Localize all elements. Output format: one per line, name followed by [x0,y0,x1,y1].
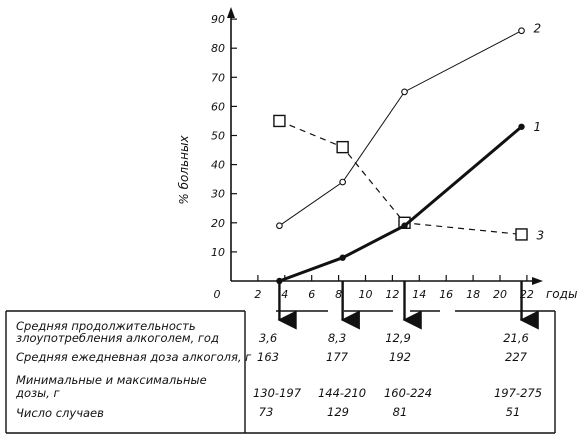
series-1-line [278,125,523,283]
x-tick-label: 12 [385,288,399,301]
series-3 [273,114,528,241]
series-2-point [276,222,283,230]
cell-duration-3: 12,9 [385,331,411,345]
series-3-label: 3 [537,228,545,242]
series-3-point [336,140,349,154]
series-2-line [279,30,522,227]
data-table: Средняя продолжительность злоупотреблени… [5,310,556,434]
series-2-point [518,27,525,35]
x-tick-label: 10 [359,288,373,301]
x-tick-label: 0 [214,288,221,301]
row-minmax-label-line-2: дозы, г [15,386,60,400]
cell-duration-2: 8,3 [328,331,346,345]
cell-daily-dose-4: 227 [505,350,528,364]
cell-cases-1: 73 [259,405,274,419]
series-2 [276,27,525,230]
cell-cases-2: 129 [327,405,349,419]
cell-minmax-3: 160-224 [384,386,432,400]
y-axis-arrow-icon [227,7,235,18]
series-1 [276,123,525,285]
series-2-label: 2 [534,22,542,36]
x-tick-label: 14 [412,288,426,301]
x-tick-label: 8 [335,288,342,301]
y-tick-label: 80 [211,42,225,55]
cell-minmax-2: 144-210 [318,386,366,400]
y-tick-label: 70 [211,71,225,84]
x-tick-label: 6 [308,288,315,301]
row-cases-label: Число случаев [16,406,104,420]
cell-cases-4: 51 [506,405,521,419]
x-ticks: 0 2 4 6 8 10 12 14 16 18 20 22 [214,275,534,301]
x-tick-label: 2 [254,288,261,301]
series-labels: 1 2 3 [534,22,545,243]
series-3-line [279,120,522,236]
series-1-point [339,254,346,261]
x-tick-label: 18 [466,288,480,301]
x-axis-label: годы [546,287,577,301]
y-tick-label: 50 [211,130,225,143]
x-tick-label: 16 [439,288,453,301]
row-duration-label-line-2: злоупотребления алкоголем, год [16,331,219,345]
y-tick-label: 90 [211,13,225,26]
cell-minmax-1: 130-197 [253,386,302,400]
y-axis-label: % больных [177,135,191,205]
y-ticks: 10 20 30 40 50 60 70 80 90 [211,13,237,259]
series-3-point [515,228,528,241]
y-tick-label: 60 [211,100,225,113]
series-2-point [339,178,346,186]
cell-cases-3: 81 [393,405,408,419]
y-tick-label: 10 [211,246,225,259]
cell-daily-dose-1: 163 [257,350,279,364]
series-1-point [401,222,408,229]
series-2-point [401,88,408,96]
cell-duration-1: 3,6 [259,331,277,345]
year-arrows [277,281,539,330]
x-tick-label: 22 [520,288,534,301]
cell-minmax-4: 197-275 [494,386,542,400]
series-1-label: 1 [534,120,542,134]
series-3-point [273,114,286,128]
x-tick-label: 20 [493,288,507,301]
series-1-point [518,123,525,130]
cell-daily-dose-2: 177 [326,350,349,364]
cell-duration-4: 21,6 [503,331,529,345]
row-duration-label-line-1: Средняя продолжительность [16,319,196,333]
x-axis-arrow-icon [532,277,543,285]
row-daily-dose-label: Средняя ежедневная доза алкоголя, г [16,350,252,364]
cell-daily-dose-3: 192 [389,350,411,364]
x-tick-label: 4 [281,288,288,301]
y-tick-label: 20 [211,217,225,230]
y-tick-label: 30 [211,188,225,201]
row-minmax-label-line-1: Минимальные и максимальные [16,373,207,387]
y-tick-label: 40 [211,159,225,172]
